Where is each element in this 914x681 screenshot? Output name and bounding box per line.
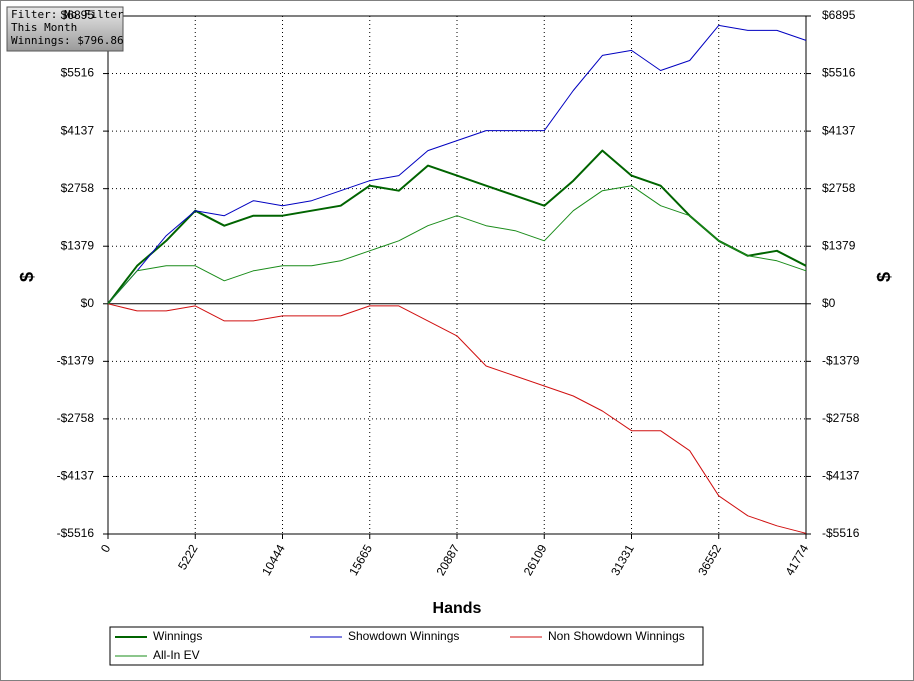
- y2-tick-label: $5516: [822, 66, 856, 80]
- period-text: This Month: [11, 21, 77, 34]
- legend-label: Showdown Winnings: [348, 629, 459, 643]
- y-tick-label: $6895: [61, 8, 95, 22]
- y2-tick-label: $0: [822, 296, 836, 310]
- legend-label: All-In EV: [153, 648, 200, 662]
- y-tick-label: $1379: [61, 238, 95, 252]
- y2-axis-label: $: [874, 272, 894, 282]
- legend-label: Non Showdown Winnings: [548, 629, 685, 643]
- series-line: [107, 185, 807, 305]
- y2-tick-label: $4137: [822, 123, 856, 137]
- series-line: [107, 24, 807, 305]
- y-tick-label: $0: [81, 296, 95, 310]
- y-tick-label: $5516: [61, 66, 95, 80]
- y-tick-label: $2758: [61, 181, 95, 195]
- y-tick-label: -$4137: [57, 469, 95, 483]
- y2-tick-label: $1379: [822, 238, 856, 252]
- legend-items: Winnings Showdown Winnings Non Showdown Wi…: [115, 629, 685, 662]
- marks: [103, 15, 811, 539]
- y2-tick-label: -$4137: [822, 469, 860, 483]
- plot-area: [107, 15, 807, 535]
- x-axis-label: Hands: [433, 600, 482, 617]
- y-tick-label: -$1379: [57, 354, 95, 368]
- y-tick-label: -$2758: [57, 411, 95, 425]
- y2-tick-label: -$1379: [822, 354, 860, 368]
- filter-text: Filter: No Filter: [11, 8, 124, 21]
- filter-box: [6, 6, 124, 52]
- legend: [109, 626, 704, 666]
- legend-label: Winnings: [153, 629, 202, 643]
- y2-tick-label: $6895: [822, 8, 856, 22]
- y2-tick-label: -$2758: [822, 411, 860, 425]
- y2-tick-label: -$5516: [822, 526, 860, 540]
- winnings-text: Winnings: $796.86: [11, 34, 124, 47]
- y-tick-label: $4137: [61, 123, 95, 137]
- y-axis-label: $: [17, 272, 37, 282]
- y-tick-label: -$5516: [57, 526, 95, 540]
- series-line: [107, 303, 807, 534]
- y2-tick-label: $2758: [822, 181, 856, 195]
